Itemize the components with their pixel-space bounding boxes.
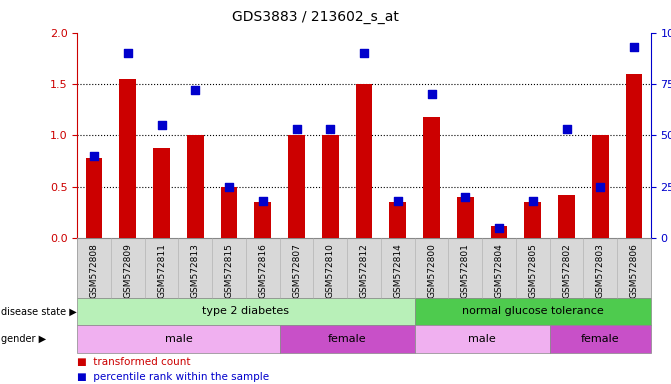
Text: ■  percentile rank within the sample: ■ percentile rank within the sample <box>77 372 269 382</box>
Bar <box>221 187 238 238</box>
Bar <box>153 148 170 238</box>
Point <box>291 126 302 132</box>
Bar <box>254 202 271 238</box>
Point <box>156 122 167 128</box>
Bar <box>457 197 474 238</box>
Bar <box>524 202 541 238</box>
Text: normal glucose tolerance: normal glucose tolerance <box>462 306 604 316</box>
Point <box>494 225 505 231</box>
Point <box>223 184 234 190</box>
Text: female: female <box>581 334 619 344</box>
Bar <box>288 136 305 238</box>
Point <box>89 153 99 159</box>
Point <box>629 44 639 50</box>
Bar <box>592 136 609 238</box>
Bar <box>187 136 204 238</box>
Point <box>258 198 268 204</box>
Point <box>527 198 538 204</box>
Bar <box>491 226 507 238</box>
Bar <box>558 195 575 238</box>
Point <box>359 50 370 56</box>
Point <box>595 184 606 190</box>
Point <box>426 91 437 98</box>
Bar <box>356 84 372 238</box>
Text: female: female <box>328 334 366 344</box>
Point <box>325 126 336 132</box>
Text: ■  transformed count: ■ transformed count <box>77 357 191 367</box>
Point <box>190 87 201 93</box>
Bar <box>389 202 406 238</box>
Point <box>393 198 403 204</box>
Text: male: male <box>164 334 193 344</box>
Text: gender ▶: gender ▶ <box>1 334 46 344</box>
Bar <box>119 79 136 238</box>
Text: type 2 diabetes: type 2 diabetes <box>203 306 289 316</box>
Bar <box>86 158 103 238</box>
Text: male: male <box>468 334 496 344</box>
Point <box>122 50 133 56</box>
Bar <box>625 74 642 238</box>
Point <box>460 194 470 200</box>
Text: GDS3883 / 213602_s_at: GDS3883 / 213602_s_at <box>232 10 399 23</box>
Text: disease state ▶: disease state ▶ <box>1 306 76 316</box>
Point <box>561 126 572 132</box>
Bar <box>423 117 440 238</box>
Bar <box>322 136 339 238</box>
